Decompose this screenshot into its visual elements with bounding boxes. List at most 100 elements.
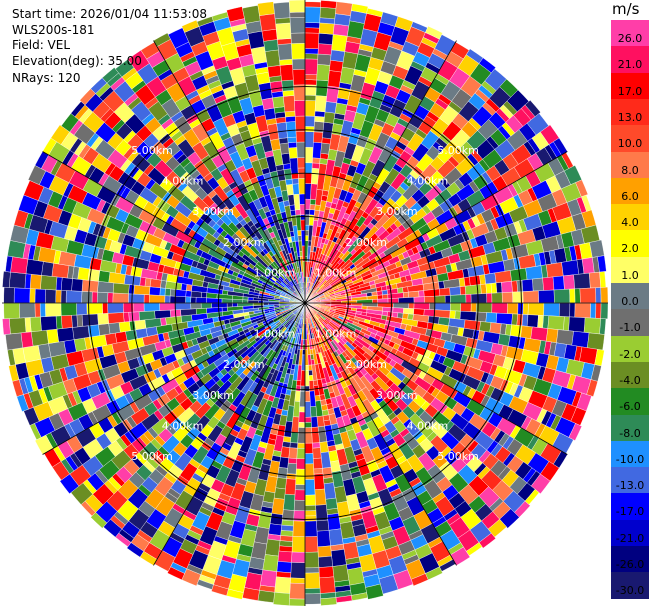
velocity-gate xyxy=(232,302,238,307)
velocity-gate xyxy=(185,290,192,298)
velocity-gate xyxy=(479,321,492,333)
velocity-gate xyxy=(521,314,529,327)
velocity-gate xyxy=(290,431,299,444)
velocity-gate xyxy=(174,302,192,310)
velocity-gate xyxy=(237,302,254,307)
velocity-gate xyxy=(285,121,297,138)
colorbar-unit: m/s xyxy=(612,0,640,18)
velocity-gate xyxy=(454,310,461,320)
velocity-gate xyxy=(304,515,317,522)
velocity-gate xyxy=(257,590,275,603)
velocity-gate xyxy=(526,314,539,328)
velocity-gate xyxy=(308,370,313,376)
velocity-gate xyxy=(316,64,331,82)
velocity-gate xyxy=(143,294,150,304)
velocity-gate xyxy=(312,442,321,449)
velocity-gate xyxy=(297,230,302,236)
velocity-gate xyxy=(424,296,436,304)
velocity-gate xyxy=(273,592,290,606)
velocity-gate xyxy=(304,505,317,511)
velocity-gate xyxy=(333,23,350,37)
colorbar-segment xyxy=(611,230,649,258)
velocity-gate xyxy=(469,275,481,286)
velocity-gate xyxy=(314,116,325,123)
velocity-gate xyxy=(40,275,58,291)
velocity-gate xyxy=(304,385,310,392)
velocity-gate xyxy=(290,562,306,579)
velocity-gate xyxy=(263,39,279,52)
velocity-gate xyxy=(274,576,291,594)
velocity-gate xyxy=(304,391,311,402)
velocity-gate xyxy=(315,79,329,97)
velocity-gate xyxy=(561,259,579,277)
colorbar-segment xyxy=(611,309,649,337)
velocity-gate xyxy=(569,288,576,304)
range-ring-label: 1.00km xyxy=(254,328,296,341)
velocity-gate xyxy=(410,573,429,587)
range-ring-label: 1.00km xyxy=(315,266,357,279)
velocity-gate xyxy=(371,291,378,297)
velocity-gate xyxy=(97,291,109,304)
velocity-gate xyxy=(9,317,27,335)
velocity-gate xyxy=(319,441,329,453)
velocity-gate xyxy=(267,65,282,78)
velocity-gate xyxy=(532,277,544,292)
velocity-gate xyxy=(298,411,306,423)
velocity-gate xyxy=(310,406,318,418)
velocity-gate xyxy=(211,584,229,596)
velocity-gate xyxy=(484,272,497,285)
velocity-gate xyxy=(265,49,281,68)
velocity-gate xyxy=(480,283,487,294)
range-ring-label: 5.00km xyxy=(437,144,479,157)
velocity-gate xyxy=(108,322,121,335)
velocity-gate xyxy=(516,313,524,326)
velocity-gate xyxy=(59,473,80,494)
velocity-gate xyxy=(587,332,605,351)
velocity-gate xyxy=(525,265,543,280)
velocity-gate xyxy=(538,289,555,304)
colorbar-segment xyxy=(611,519,649,547)
velocity-gate xyxy=(71,314,78,328)
velocity-gate xyxy=(530,473,551,494)
velocity-gate xyxy=(317,53,332,66)
velocity-gate xyxy=(304,510,317,517)
velocity-gate xyxy=(3,302,20,319)
azimuth-line xyxy=(42,151,306,304)
velocity-gate xyxy=(595,287,602,304)
velocity-gate xyxy=(516,280,524,293)
velocity-gate xyxy=(2,318,11,335)
velocity-gate xyxy=(149,286,161,296)
velocity-gate xyxy=(387,297,399,304)
velocity-gate xyxy=(332,564,350,583)
velocity-gate xyxy=(491,292,503,304)
velocity-gate xyxy=(304,551,320,569)
velocity-gate xyxy=(143,302,160,312)
velocity-gate xyxy=(296,380,302,387)
velocity-gate xyxy=(107,292,114,304)
velocity-gate xyxy=(318,22,335,35)
velocity-gate xyxy=(304,453,314,465)
velocity-gate xyxy=(304,74,318,81)
velocity-gate xyxy=(522,290,539,304)
velocity-gate xyxy=(589,239,605,258)
velocity-gate xyxy=(304,567,320,574)
colorbar-segment xyxy=(611,361,649,389)
velocity-gate xyxy=(260,569,277,588)
colorbar-tick-label: 0.0 xyxy=(621,295,639,308)
velocity-gate xyxy=(304,147,314,164)
velocity-gate xyxy=(289,204,296,211)
velocity-gate xyxy=(133,302,145,313)
velocity-gate xyxy=(597,255,607,273)
velocity-sectors xyxy=(2,0,609,607)
velocity-gate xyxy=(317,545,332,558)
velocity-gate xyxy=(159,287,166,296)
velocity-gate xyxy=(273,1,291,20)
velocity-gate xyxy=(25,258,44,276)
velocity-gate xyxy=(583,317,601,335)
velocity-gate xyxy=(284,110,296,118)
colorbar-segment xyxy=(611,20,649,47)
velocity-gate xyxy=(434,295,446,304)
velocity-gate xyxy=(46,328,59,344)
velocity-gate xyxy=(289,582,306,600)
velocity-gate xyxy=(313,468,324,475)
